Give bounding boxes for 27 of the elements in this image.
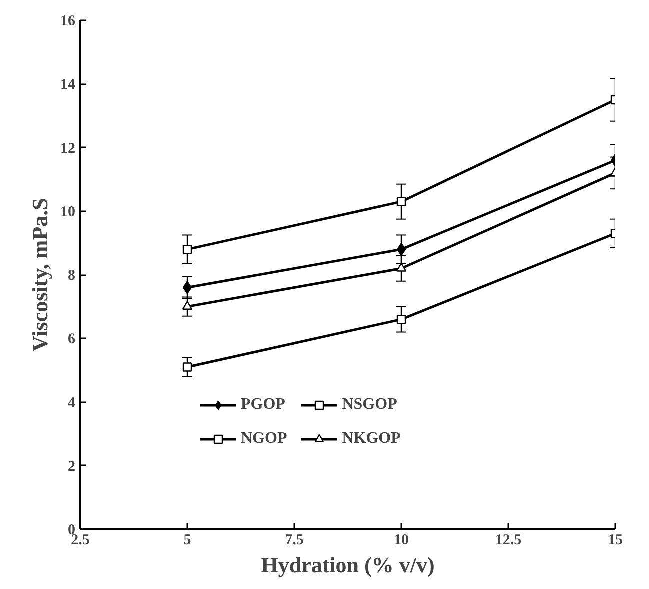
- point: [396, 197, 406, 206]
- point: [182, 281, 192, 294]
- y-tick-label: 8: [68, 268, 76, 284]
- y-tick-label: 12: [60, 140, 76, 157]
- y-tick-label: 4: [68, 395, 76, 412]
- x-tick-label: 15: [608, 532, 623, 548]
- point: [396, 314, 406, 324]
- y-tick-label: 10: [60, 204, 76, 220]
- point: [396, 262, 407, 272]
- y-tick-label: 6: [68, 332, 76, 348]
- point: [182, 244, 192, 254]
- y-tick-label: 14: [60, 77, 76, 94]
- point: [182, 362, 192, 372]
- x-tick-label: 12.5: [495, 532, 522, 548]
- x-tick-label: 5: [184, 532, 192, 548]
- legend-label: PGOP: [241, 396, 286, 414]
- point: [182, 301, 193, 310]
- x-tick-label: 10: [394, 532, 409, 548]
- y-tick-label: 16: [60, 14, 76, 30]
- legend-label: NSGOP: [342, 396, 398, 414]
- x-tick-label: 7.5: [285, 532, 304, 548]
- point: [396, 242, 406, 256]
- y-axis-title: Viscosity, mPa.S: [28, 198, 52, 352]
- legend-label: NKGOP: [342, 430, 401, 448]
- x-axis-title: Hydration (% v/v): [261, 552, 435, 578]
- legend-label: NGOP: [241, 430, 288, 448]
- y-tick-label: 2: [68, 458, 76, 475]
